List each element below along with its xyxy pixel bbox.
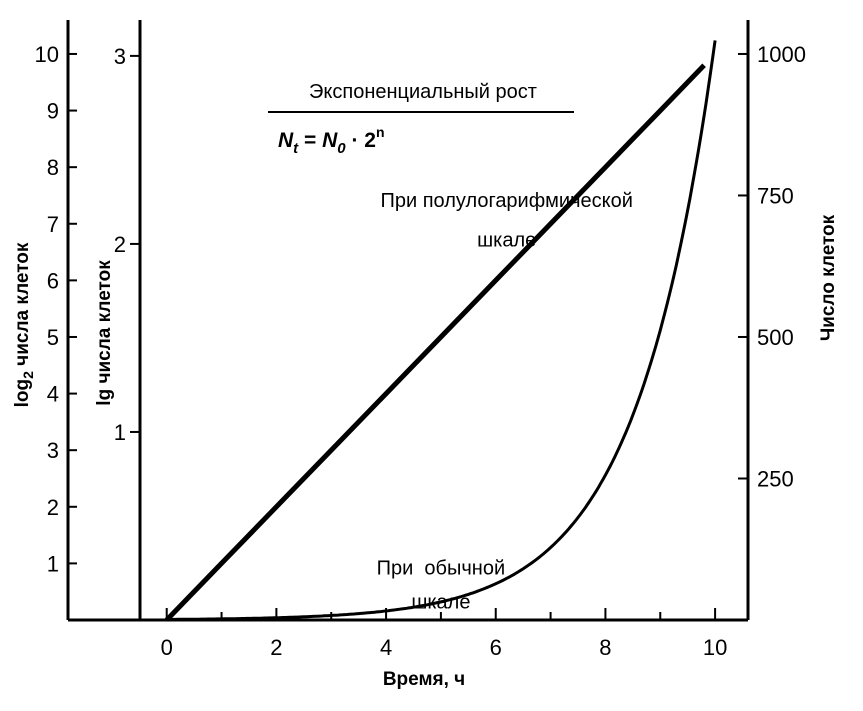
y-lg-tick-label: 1 (114, 420, 126, 445)
y-log2-tick-label: 5 (47, 325, 59, 350)
x-tick-label: 6 (490, 635, 502, 660)
y-count-tick-label: 750 (757, 183, 794, 208)
growth-formula: Nt = N0 · 2n (278, 124, 385, 157)
y-count-tick-label: 500 (757, 325, 794, 350)
x-tick-label: 0 (161, 635, 173, 660)
y-count-tick-label: 1000 (757, 42, 806, 67)
y-axis-lg-title: lg числа клеток (94, 260, 115, 406)
y-axis-count-ticks: 250 500 750 1000 (738, 42, 806, 491)
y-lg-tick-label: 3 (114, 44, 126, 69)
plot-frame (66, 20, 750, 622)
x-tick-label: 8 (599, 635, 611, 660)
y-axis-lg-ticks: 1 2 3 (114, 44, 140, 445)
series-annotation: При полулогарифмической (380, 190, 632, 212)
y-log2-tick-label: 4 (47, 382, 59, 407)
series-semilog-line (164, 63, 706, 622)
series-annotation: шкале (411, 592, 470, 614)
x-tick-label: 4 (380, 635, 392, 660)
y-log2-tick-label: 9 (47, 99, 59, 124)
y-lg-tick-label: 2 (114, 232, 126, 257)
y-log2-tick-label: 1 (47, 551, 59, 576)
x-axis-title: Время, ч (383, 669, 465, 690)
x-tick-label: 10 (703, 635, 727, 660)
series-linear-curve (166, 40, 717, 621)
x-axis-ticks: 0 2 4 6 8 10 (161, 608, 727, 660)
y-axis-count-title: Число клеток (818, 214, 839, 341)
y-axis-log2-ticks: 1 2 3 4 5 6 7 8 9 10 (35, 42, 77, 576)
y-count-tick-label: 250 (757, 466, 794, 491)
chart-title: Экспоненциальный рост (309, 81, 537, 103)
y-log2-tick-label: 10 (35, 42, 59, 67)
y-log2-tick-label: 2 (47, 495, 59, 520)
y-axis-log2-title: log2 числа клеток (12, 242, 36, 407)
x-tick-label: 2 (270, 635, 282, 660)
y-log2-tick-label: 8 (47, 155, 59, 180)
series-annotation: При обычной (377, 558, 506, 580)
y-log2-tick-label: 7 (47, 212, 59, 237)
y-log2-tick-label: 3 (47, 438, 59, 463)
y-log2-tick-label: 6 (47, 268, 59, 293)
series-annotation: шкале (477, 229, 536, 251)
series-annotations: При полулогарифмической шкале При обычной ш… (377, 190, 633, 614)
